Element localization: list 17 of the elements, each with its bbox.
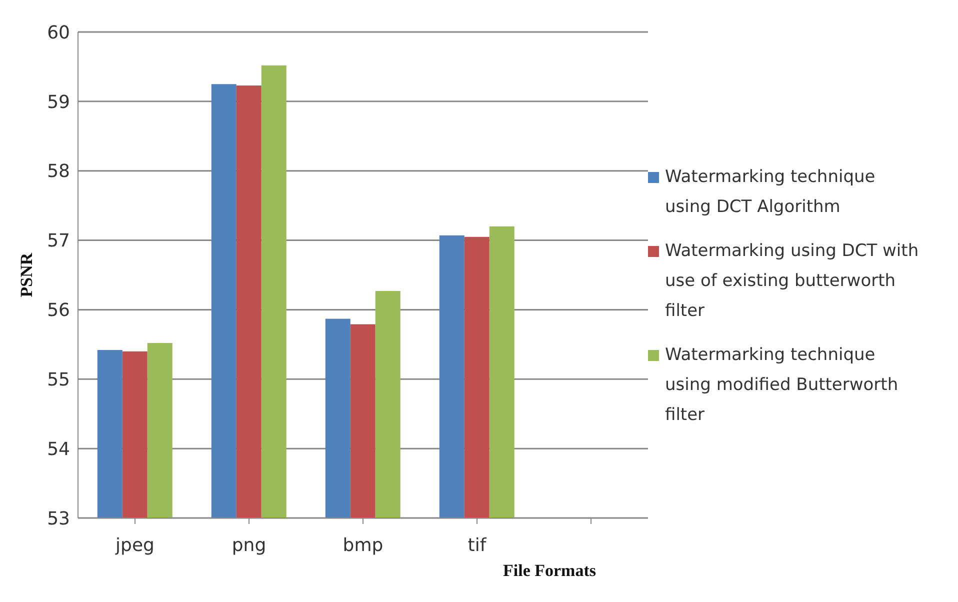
x-tick-label: tif — [468, 534, 487, 556]
legend-label: Watermarking technique using modified Butterworth filter — [665, 344, 900, 427]
x-tick-label: jpeg — [114, 534, 154, 556]
legend-label: Watermarking using DCT with use of existing butterworth filter — [665, 240, 920, 323]
x-axis-title: File Formats — [503, 561, 596, 580]
y-tick-label: 55 — [47, 370, 70, 391]
y-tick-label: 54 — [47, 438, 70, 460]
legend-label: Watermarking technique using DCT Algorithm — [665, 166, 876, 219]
y-tick-label: 57 — [47, 230, 70, 252]
x-tick-label: bmp — [342, 534, 384, 556]
y-tick-label: 56 — [47, 300, 70, 322]
y-axis-title: PSNR — [17, 252, 36, 298]
y-tick-label: 58 — [47, 161, 70, 182]
y-tick-label: 53 — [47, 508, 70, 530]
x-tick-label: png — [232, 534, 266, 556]
y-tick-label: 60 — [47, 22, 70, 44]
y-tick-label: 59 — [47, 92, 70, 113]
